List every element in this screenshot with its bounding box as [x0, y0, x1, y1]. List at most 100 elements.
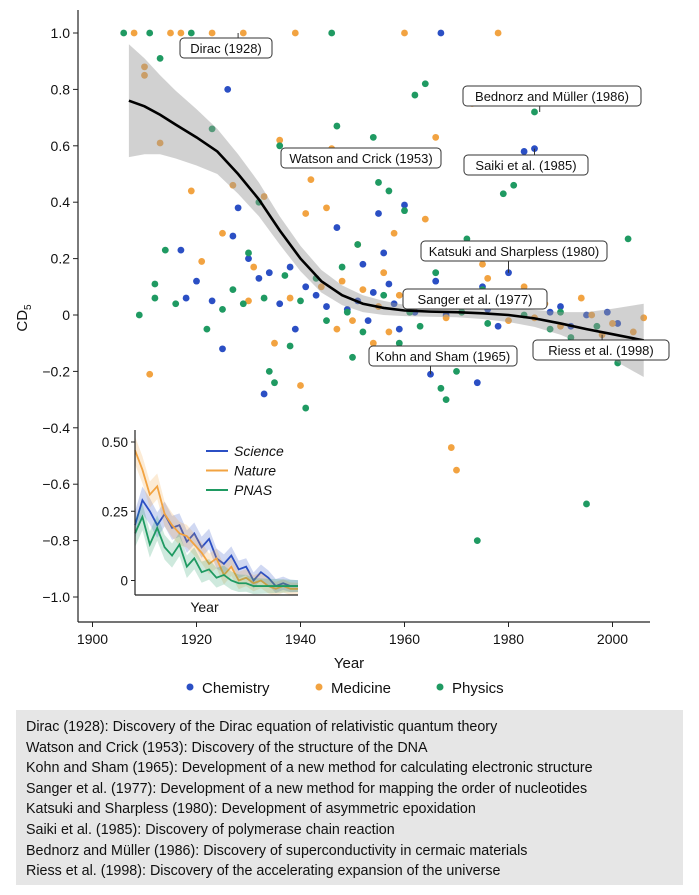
- point-physics: [120, 29, 128, 37]
- annotation-label: Saiki et al. (1985): [475, 158, 576, 173]
- point-medicine: [390, 229, 398, 237]
- point-medicine: [286, 294, 294, 302]
- x-axis-label: Year: [334, 655, 364, 672]
- inset-band-nature: [135, 436, 298, 596]
- inset-line-pnas: [134, 514, 298, 587]
- point-physics: [302, 404, 310, 412]
- point-chemistry: [245, 255, 252, 262]
- point-chemistry: [546, 308, 554, 316]
- caption-line-riess: Riess et al. (1998): Discovery of the ac…: [26, 863, 501, 880]
- point-medicine: [494, 29, 502, 37]
- point-medicine: [609, 320, 616, 327]
- point-physics: [380, 291, 388, 299]
- point-physics: [375, 179, 382, 186]
- point-physics: [281, 272, 289, 279]
- point-chemistry: [583, 311, 590, 319]
- annotation-box: [280, 147, 442, 169]
- point-physics: [401, 207, 408, 215]
- point-chemistry: [437, 29, 445, 37]
- point-medicine: [359, 286, 367, 294]
- legend-marker-physics: [436, 683, 444, 691]
- point-chemistry: [390, 300, 398, 308]
- point-chemistry: [364, 317, 372, 325]
- annotation: Bednorz and Müller (1986): [462, 85, 642, 112]
- point-medicine: [187, 187, 195, 195]
- point-physics: [338, 263, 346, 271]
- point-physics: [624, 235, 632, 243]
- point-medicine: [250, 263, 258, 271]
- point-chemistry: [375, 210, 382, 217]
- point-chemistry: [359, 260, 367, 268]
- point-physics: [265, 368, 273, 375]
- y-axis-label-sub: 5: [23, 304, 34, 310]
- point-medicine: [505, 317, 512, 325]
- y-tick-label: 0.6: [51, 138, 71, 154]
- annotation-box: [179, 37, 273, 59]
- point-medicine: [219, 229, 226, 237]
- point-physics: [219, 305, 226, 313]
- annotation-label: Dirac (1928): [190, 41, 262, 56]
- point-physics: [453, 368, 460, 375]
- annotation-box: [463, 154, 589, 176]
- point-medicine: [385, 328, 393, 336]
- point-medicine: [432, 133, 440, 141]
- y-tick-label: 0.8: [51, 81, 71, 97]
- point-physics: [245, 249, 252, 257]
- point-physics: [146, 29, 154, 37]
- y-tick-label: 0.4: [51, 194, 71, 210]
- point-physics: [442, 396, 450, 403]
- point-medicine: [349, 317, 356, 325]
- point-medicine: [146, 370, 154, 378]
- caption-box: Dirac (1928): Discovery of the Dirac equ…: [16, 710, 683, 885]
- point-physics: [432, 269, 440, 277]
- y-tick-label: 0: [62, 307, 70, 323]
- y-tick-label: −0.2: [42, 363, 70, 379]
- annotation-box: [402, 288, 548, 310]
- inset-legend-label-nature: Nature: [234, 463, 276, 479]
- point-medicine: [333, 325, 341, 333]
- point-physics: [473, 537, 481, 544]
- point-physics: [161, 246, 169, 254]
- point-physics: [354, 241, 362, 248]
- point-medicine: [453, 466, 460, 474]
- point-medicine: [260, 193, 268, 200]
- cd5-chart: 1.0 0.8 0.6 0.4 0.2 0 −0.2 −0.4 −0.6 −0.8 −1.0 1900…: [14, 10, 670, 697]
- point-physics: [135, 311, 143, 319]
- point-chemistry: [224, 86, 232, 93]
- point-physics: [385, 187, 393, 195]
- point-chemistry: [401, 201, 408, 209]
- annotation-label: Kohn and Sham (1965): [376, 349, 510, 364]
- point-physics: [151, 280, 159, 288]
- point-physics: [411, 91, 419, 99]
- legend-label-physics: Physics: [452, 680, 504, 697]
- caption-line-saiki: Saiki et al. (1985): Discovery of polyme…: [26, 821, 395, 838]
- point-chemistry: [302, 283, 310, 291]
- point-physics: [614, 359, 622, 367]
- point-chemistry: [260, 390, 268, 398]
- y-tick-label: −0.6: [42, 476, 70, 492]
- point-chemistry: [219, 345, 226, 353]
- annotation-box: [420, 240, 608, 262]
- point-chemistry: [385, 280, 393, 288]
- legend-marker-chemistry: [186, 683, 194, 691]
- annotation-box: [368, 345, 518, 367]
- point-medicine: [291, 29, 299, 37]
- point-chemistry: [603, 308, 611, 316]
- annotation-box: [462, 85, 642, 107]
- legend: Chemistry Medicine Physics: [186, 680, 504, 697]
- point-medicine: [307, 176, 315, 184]
- point-physics: [416, 322, 424, 330]
- point-physics: [437, 384, 445, 392]
- point-medicine: [167, 29, 174, 37]
- point-chemistry: [255, 274, 263, 282]
- point-physics: [499, 190, 507, 198]
- main-scatter-plot: 1.0 0.8 0.6 0.4 0.2 0 −0.2 −0.4 −0.6 −0.8 −1.0 1900…: [14, 10, 670, 672]
- inset-band-pnas: [135, 503, 298, 595]
- inset-line-nature: [134, 449, 298, 590]
- point-chemistry: [286, 263, 294, 271]
- y-tick-label: 1.0: [51, 25, 71, 41]
- point-physics: [531, 108, 538, 116]
- point-physics: [583, 500, 590, 508]
- point-physics: [286, 342, 294, 350]
- point-medicine: [141, 63, 148, 71]
